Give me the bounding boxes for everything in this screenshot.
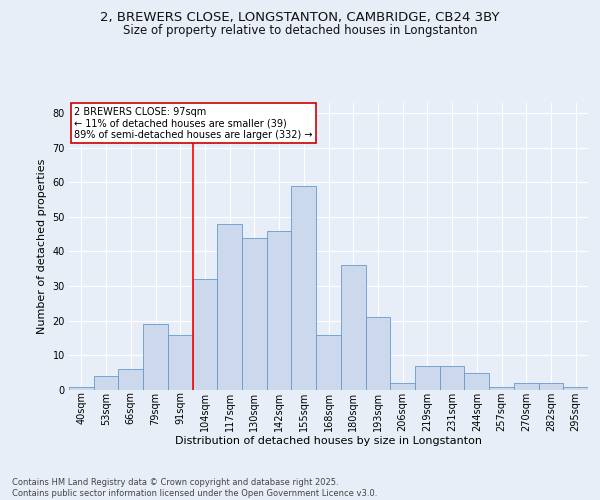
Bar	[539, 383, 563, 390]
Bar	[464, 372, 489, 390]
Text: 2, BREWERS CLOSE, LONGSTANTON, CAMBRIDGE, CB24 3BY: 2, BREWERS CLOSE, LONGSTANTON, CAMBRIDGE…	[100, 11, 500, 24]
Bar	[168, 334, 193, 390]
Bar	[193, 279, 217, 390]
Bar	[341, 266, 365, 390]
Bar	[242, 238, 267, 390]
Bar	[316, 334, 341, 390]
Bar	[365, 318, 390, 390]
Text: Contains HM Land Registry data © Crown copyright and database right 2025.
Contai: Contains HM Land Registry data © Crown c…	[12, 478, 377, 498]
Text: Size of property relative to detached houses in Longstanton: Size of property relative to detached ho…	[123, 24, 477, 37]
Text: 2 BREWERS CLOSE: 97sqm
← 11% of detached houses are smaller (39)
89% of semi-det: 2 BREWERS CLOSE: 97sqm ← 11% of detached…	[74, 107, 313, 140]
X-axis label: Distribution of detached houses by size in Longstanton: Distribution of detached houses by size …	[175, 436, 482, 446]
Bar	[118, 369, 143, 390]
Y-axis label: Number of detached properties: Number of detached properties	[37, 158, 47, 334]
Bar	[440, 366, 464, 390]
Bar	[69, 386, 94, 390]
Bar	[94, 376, 118, 390]
Bar	[143, 324, 168, 390]
Bar	[563, 386, 588, 390]
Bar	[267, 230, 292, 390]
Bar	[415, 366, 440, 390]
Bar	[390, 383, 415, 390]
Bar	[217, 224, 242, 390]
Bar	[292, 186, 316, 390]
Bar	[489, 386, 514, 390]
Bar	[514, 383, 539, 390]
